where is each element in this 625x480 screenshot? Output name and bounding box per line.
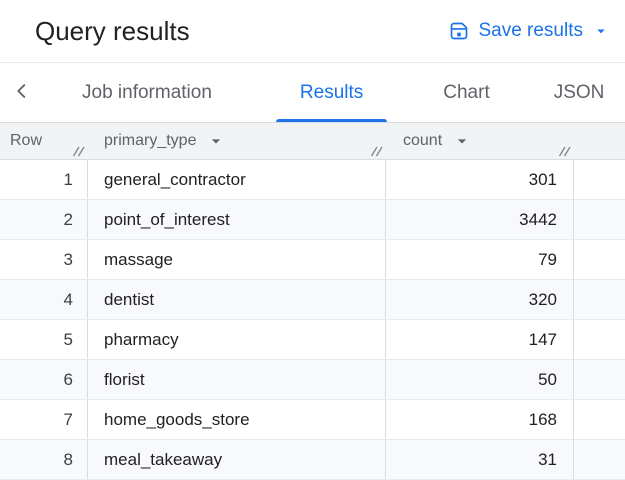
row-number-cell: 7	[0, 400, 88, 439]
results-header: Query results Save results	[0, 0, 625, 63]
primary-type-cell: pharmacy	[88, 320, 386, 359]
primary-type-cell: home_goods_store	[88, 400, 386, 439]
row-number-cell: 1	[0, 160, 88, 199]
count-cell: 320	[386, 280, 574, 319]
save-results-button[interactable]: Save results	[449, 20, 610, 42]
count-cell: 301	[386, 160, 574, 199]
primary-type-cell: florist	[88, 360, 386, 399]
column-label: Row	[10, 132, 43, 149]
column-label: count	[403, 132, 443, 149]
filler-cell	[574, 240, 625, 279]
row-number-cell: 4	[0, 280, 88, 319]
primary-type-cell: massage	[88, 240, 386, 279]
row-number-cell: 5	[0, 320, 88, 359]
primary-type-cell: general_contractor	[88, 160, 386, 199]
tab-bar: Job information Results Chart JSON	[0, 63, 625, 123]
filler-cell	[574, 400, 625, 439]
primary-type-cell: dentist	[88, 280, 386, 319]
column-header-filler	[574, 123, 625, 159]
count-cell: 3442	[386, 200, 574, 239]
tab-label: Chart	[443, 81, 490, 103]
page-title: Query results	[35, 15, 190, 46]
count-cell: 31	[386, 440, 574, 479]
row-number-cell: 2	[0, 200, 88, 239]
column-menu-caret-icon[interactable]	[206, 131, 226, 151]
tab-job-information[interactable]: Job information	[66, 63, 228, 122]
table-row: 8 meal_takeaway 31	[0, 440, 625, 480]
count-cell: 50	[386, 360, 574, 399]
table-row: 2 point_of_interest 3442	[0, 200, 625, 240]
row-number-cell: 8	[0, 440, 88, 479]
tab-results[interactable]: Results	[275, 63, 388, 122]
count-cell: 147	[386, 320, 574, 359]
count-cell: 79	[386, 240, 574, 279]
caret-down-icon	[592, 22, 610, 40]
filler-cell	[574, 160, 625, 199]
row-number-cell: 6	[0, 360, 88, 399]
column-header-count[interactable]: count	[386, 123, 574, 159]
row-number-cell: 3	[0, 240, 88, 279]
scroll-tabs-left-button[interactable]	[2, 63, 42, 122]
column-resize-handle[interactable]	[557, 143, 573, 157]
save-icon	[449, 21, 469, 41]
filler-cell	[574, 320, 625, 359]
column-resize-handle[interactable]	[71, 143, 87, 157]
filler-cell	[574, 200, 625, 239]
filler-cell	[574, 280, 625, 319]
primary-type-cell: point_of_interest	[88, 200, 386, 239]
table-row: 3 massage 79	[0, 240, 625, 280]
table-row: 7 home_goods_store 168	[0, 400, 625, 440]
tab-chart[interactable]: Chart	[427, 63, 505, 122]
tab-label: Results	[299, 81, 364, 103]
table-row: 6 florist 50	[0, 360, 625, 400]
filler-cell	[574, 360, 625, 399]
column-header-primary-type[interactable]: primary_type	[88, 123, 386, 159]
column-label: primary_type	[104, 132, 197, 149]
primary-type-cell: meal_takeaway	[88, 440, 386, 479]
table-row: 5 pharmacy 147	[0, 320, 625, 360]
tab-json[interactable]: JSON	[538, 63, 621, 122]
column-header-row: Row	[0, 123, 88, 159]
filler-cell	[574, 440, 625, 479]
save-results-label: Save results	[478, 20, 583, 41]
column-menu-caret-icon[interactable]	[452, 131, 472, 151]
column-resize-handle[interactable]	[369, 143, 385, 157]
table-body: 1 general_contractor 301 2 point_of_inte…	[0, 160, 625, 480]
tab-label: JSON	[553, 81, 605, 103]
count-cell: 168	[386, 400, 574, 439]
table-row: 4 dentist 320	[0, 280, 625, 320]
tab-label: Job information	[82, 81, 212, 103]
chevron-left-icon	[11, 80, 33, 105]
table-row: 1 general_contractor 301	[0, 160, 625, 200]
table-header-row: Row primary_type count	[0, 123, 625, 160]
